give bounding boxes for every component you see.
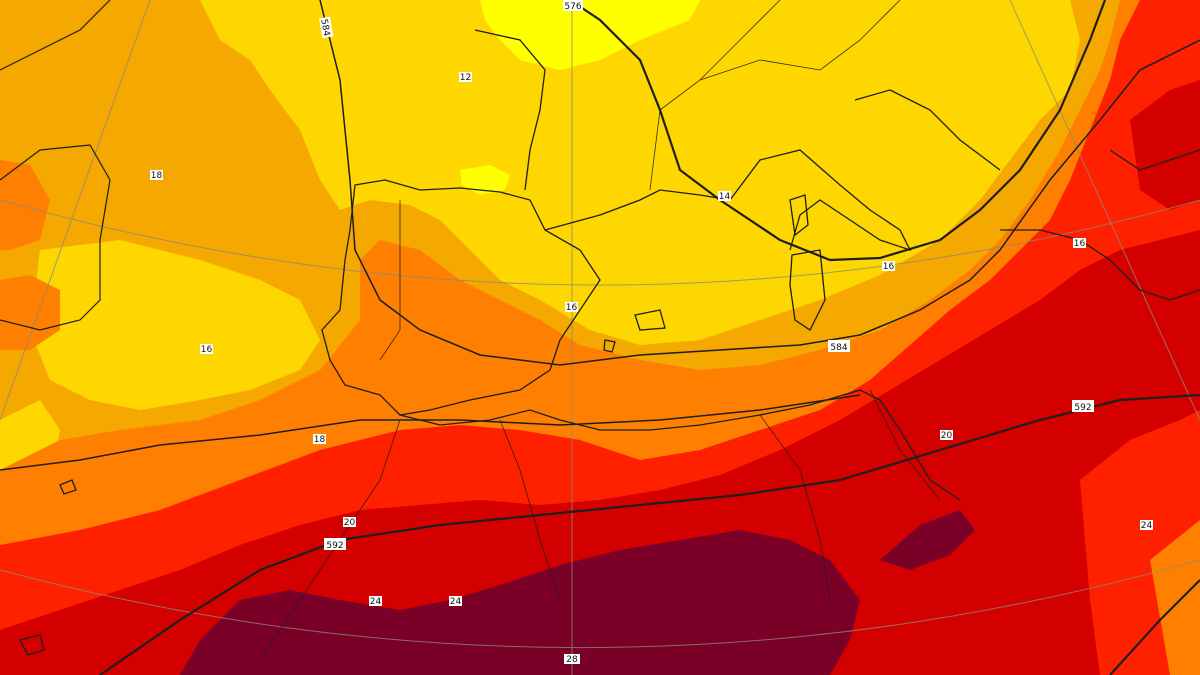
svg-text:16: 16 [566,303,578,313]
temp-band-26-plus [180,530,860,675]
borders [259,0,941,661]
label-temp-16b: 16 [565,302,578,313]
svg-text:592: 592 [326,541,343,551]
temp-band-14-16 [480,0,700,70]
svg-text:20: 20 [941,431,953,441]
label-temp-16c: 16 [200,344,213,355]
label-temp-20a: 20 [343,517,356,528]
label-geopot-576: 576 [563,0,583,12]
label-temp-24b: 24 [449,596,462,607]
coastlines [19,29,1200,656]
temp-band-14-16-spot [460,165,510,195]
svg-text:20: 20 [344,518,356,528]
svg-text:14: 14 [719,192,731,202]
label-temp-16d: 16 [1073,238,1086,249]
label-temp-14: 14 [718,191,731,202]
temp-band-16-18-west [30,240,320,410]
svg-text:584: 584 [318,18,331,37]
contour-labels: 576 584 584 592 592 12 [150,0,1153,665]
svg-text:16: 16 [1074,239,1086,249]
temp-band-20-22-east [1150,520,1200,675]
temp-band-24-26-east [1130,80,1200,210]
svg-text:24: 24 [370,597,382,607]
svg-text:576: 576 [564,2,581,12]
svg-text:584: 584 [830,343,847,353]
label-temp-20b: 20 [940,430,953,441]
label-temp-18a: 18 [313,434,326,445]
label-geopot-592a: 592 [1072,400,1094,413]
label-temp-16a: 16 [882,261,895,272]
label-temp-28: 28 [564,654,580,665]
svg-text:12: 12 [460,73,471,83]
svg-text:24: 24 [1141,521,1153,531]
temp-band-20-22-atlantic [0,160,50,250]
svg-text:18: 18 [151,171,163,181]
label-geopot-592b: 592 [324,538,346,551]
label-temp-24c: 24 [1140,520,1153,531]
svg-text:18: 18 [314,435,326,445]
temp-band-16-18-north [200,0,330,60]
svg-text:16: 16 [883,262,895,272]
svg-text:592: 592 [1074,403,1091,413]
label-temp-12: 12 [459,72,472,83]
svg-text:16: 16 [201,345,213,355]
label-temp-18b: 18 [150,170,163,181]
svg-text:24: 24 [450,597,462,607]
temp-band-26-plus-east [880,510,975,570]
label-geopot-584b: 584 [828,340,850,353]
label-temp-24a: 24 [369,596,382,607]
label-geopot-584a: 584 [318,16,334,39]
svg-text:28: 28 [566,655,578,665]
